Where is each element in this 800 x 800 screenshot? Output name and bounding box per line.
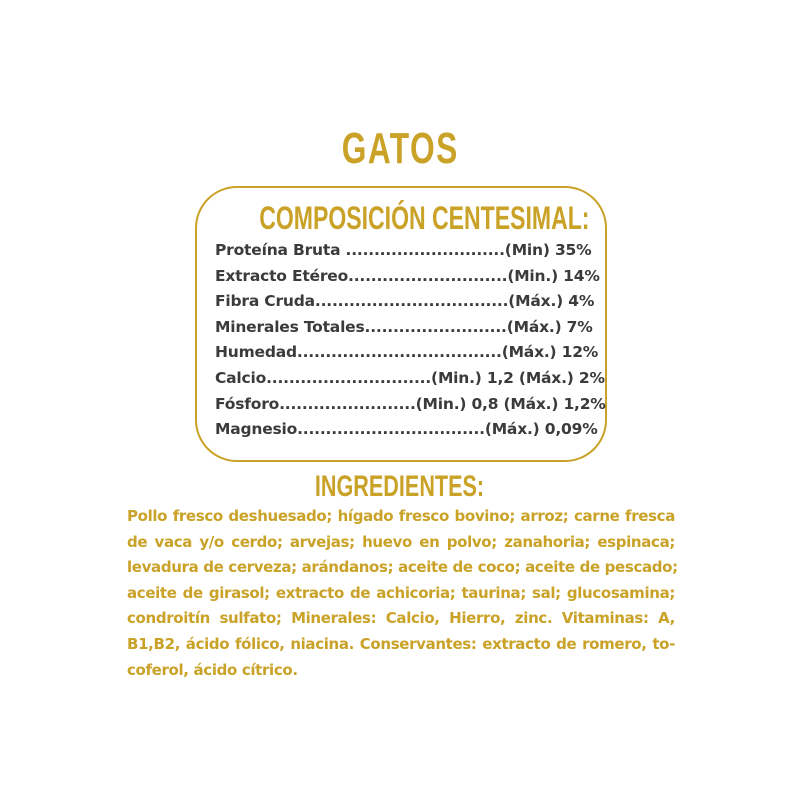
composition-heading: COMPOSICIÓN CENTESIMAL: [195,200,607,237]
page-title: GATOS [0,124,800,174]
composition-row: Proteína Bruta .........................… [215,241,592,259]
ingredients-line: Pollo fresco deshuesado; hígado fresco b… [127,507,675,525]
composition-row: Magnesio................................… [215,420,598,439]
ingredients-line: aceite de girasol; extracto de achicoria… [127,583,675,602]
composition-list: Proteína Bruta .........................… [215,238,606,443]
composition-row: Extracto Etéreo.........................… [215,266,600,285]
composition-row: Minerales Totales.......................… [215,317,593,336]
composition-row: Fósforo........................(Min.) 0,… [215,394,606,413]
title-text: GATOS [341,124,459,173]
composition-heading-text: COMPOSICIÓN CENTESIMAL: [259,200,590,236]
ingredients-heading-text: INGREDIENTES: [315,470,485,503]
ingredients-text: Pollo fresco deshuesado; hígado fresco b… [127,504,678,683]
ingredients-line: levadura de cerveza; arándanos; aceite d… [127,558,678,577]
composition-box [195,186,607,462]
ingredients-line: coferol, ácido cítrico. [127,660,298,679]
ingredients-line: B1,B2, ácido fólico, niacina. Conservant… [127,634,675,653]
ingredients-line: condroitín sulfato; Minerales: Calcio, H… [127,609,675,628]
composition-row: Calcio.............................(Min.… [215,368,605,387]
composition-row: Humedad.................................… [215,343,599,362]
ingredients-heading: INGREDIENTES: [0,470,800,504]
composition-row: Fibra Cruda.............................… [215,292,595,311]
ingredients-line: de vaca y/o cerdo; arvejas; huevo en pol… [127,532,675,551]
